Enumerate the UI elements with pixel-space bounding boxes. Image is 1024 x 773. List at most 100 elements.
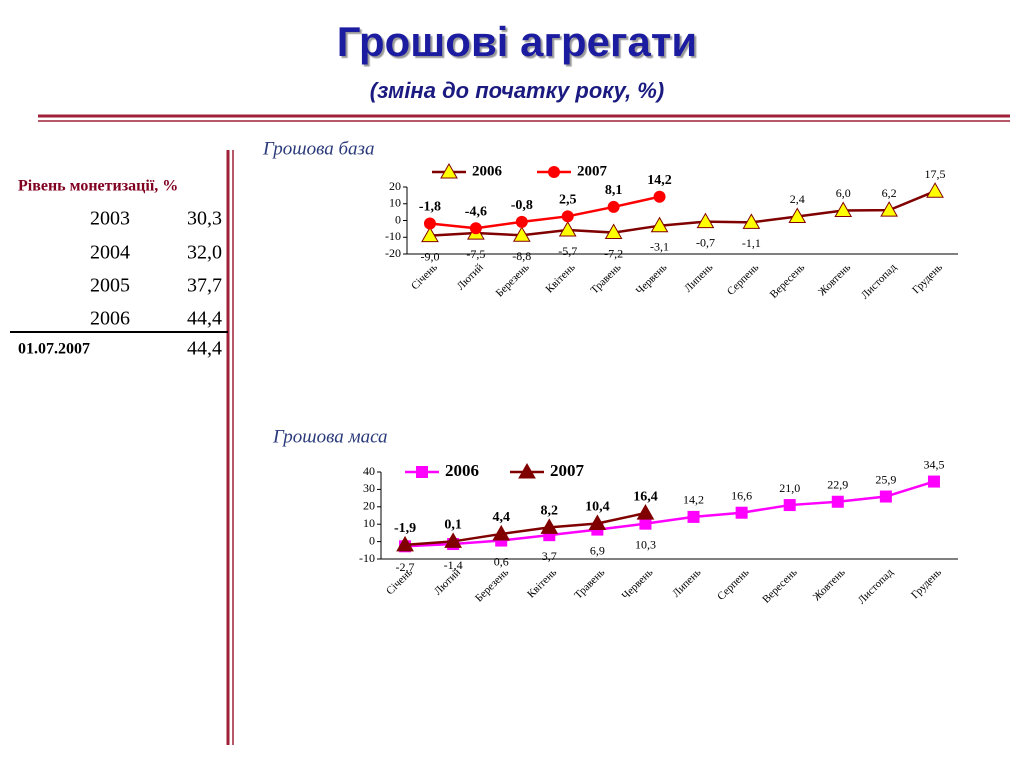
marker (687, 510, 700, 523)
data-label: -5,7 (558, 244, 577, 258)
data-label: -2,7 (396, 560, 415, 574)
data-label: 6,0 (836, 186, 851, 200)
marker (561, 210, 574, 223)
data-label: 25,9 (875, 472, 896, 486)
y-tick-label: 20 (389, 179, 401, 193)
data-label: 16,4 (633, 489, 658, 504)
marker (788, 207, 807, 223)
marker (440, 162, 458, 179)
x-tick-label: Жовтень (811, 566, 848, 603)
data-label: 16,6 (731, 488, 752, 502)
marker (396, 535, 414, 552)
data-label: 10,4 (585, 500, 610, 515)
y-tick-label: -10 (359, 551, 375, 565)
data-label: -1,8 (419, 200, 441, 215)
data-label: 10,3 (635, 537, 656, 551)
table-label: 2006 (90, 308, 130, 330)
marker (927, 475, 940, 488)
marker (604, 223, 623, 240)
data-label: 34,5 (923, 457, 944, 471)
marker (518, 462, 536, 479)
table-label: 01.07.2007 (18, 341, 90, 358)
marker (416, 466, 428, 478)
chart-title: Грошова маса (272, 426, 388, 447)
data-label: -4,6 (465, 204, 487, 219)
x-tick-label: Липень (682, 261, 715, 294)
data-label: -0,7 (696, 235, 715, 249)
x-tick-label: Березень (473, 566, 511, 604)
x-tick-label: Листопад (856, 566, 896, 606)
marker (588, 514, 607, 531)
subtitle: (зміна до початку року, %) (370, 78, 664, 103)
data-label: 6,2 (882, 186, 897, 200)
data-label: 14,2 (647, 173, 672, 188)
data-label: -9,0 (420, 249, 439, 263)
chart-title: Грошова база (262, 138, 374, 159)
y-tick-label: 0 (369, 533, 375, 547)
y-tick-label: 40 (363, 464, 375, 478)
table-value: 32,0 (187, 242, 222, 264)
x-tick-label: Лютий (455, 261, 486, 292)
marker (444, 532, 462, 548)
marker (421, 226, 439, 243)
legend-label: 2006 (472, 163, 503, 179)
table-value: 44,4 (187, 338, 222, 360)
marker (492, 524, 511, 541)
y-tick-label: 10 (389, 196, 401, 210)
y-tick-label: 20 (363, 499, 375, 513)
data-label: 3,7 (542, 549, 557, 563)
legend-label: 2006 (445, 461, 479, 480)
marker (834, 201, 853, 217)
data-label: 2,5 (559, 193, 577, 208)
x-tick-label: Вересень (760, 566, 799, 605)
marker (926, 182, 944, 198)
x-tick-label: Грудень (909, 566, 944, 601)
x-tick-label: Жовтень (816, 261, 853, 298)
marker (469, 222, 482, 235)
data-label: 17,5 (925, 167, 946, 181)
x-tick-label: Листопад (859, 261, 899, 301)
x-tick-label: Березень (494, 261, 532, 299)
data-label: 2,4 (790, 192, 805, 206)
marker (636, 504, 655, 520)
title: Грошові агрегати (337, 18, 697, 65)
x-tick-label: Червень (634, 261, 670, 297)
x-tick-label: Серпень (725, 261, 761, 297)
marker (783, 499, 796, 512)
data-label: -1,4 (444, 558, 463, 572)
x-tick-label: Квітень (544, 261, 578, 295)
data-label: 22,9 (827, 478, 848, 492)
marker (653, 190, 666, 203)
marker (639, 517, 652, 530)
data-label: 8,2 (541, 504, 559, 519)
table-value: 30,3 (187, 208, 222, 230)
y-tick-label: 30 (363, 481, 375, 495)
marker (423, 217, 436, 230)
data-label: -7,2 (604, 246, 623, 260)
y-tick-label: 0 (395, 212, 401, 226)
marker (735, 506, 748, 519)
marker (742, 213, 761, 229)
series-line (429, 195, 660, 230)
y-tick-label: -10 (385, 229, 401, 243)
data-label: -1,1 (742, 236, 761, 250)
y-tick-label: 10 (363, 516, 375, 530)
data-label: 0,1 (444, 518, 462, 533)
table-heading: Рівень монетизації, % (18, 178, 178, 195)
x-tick-label: Січень (409, 261, 440, 292)
data-label: 0,6 (494, 554, 509, 568)
x-tick-label: Грудень (910, 261, 945, 296)
x-tick-label: Червень (620, 566, 656, 602)
x-tick-label: Серпень (715, 566, 751, 602)
x-tick-label: Квітень (525, 566, 559, 600)
data-label: 21,0 (779, 481, 800, 495)
data-label: -1,9 (394, 521, 416, 536)
table-label: 2004 (90, 242, 130, 264)
marker (650, 216, 669, 233)
data-label: -8,8 (512, 249, 531, 263)
data-label: -3,1 (650, 239, 669, 253)
marker (548, 166, 560, 178)
data-label: -0,8 (511, 198, 533, 213)
data-label: 4,4 (492, 510, 510, 525)
